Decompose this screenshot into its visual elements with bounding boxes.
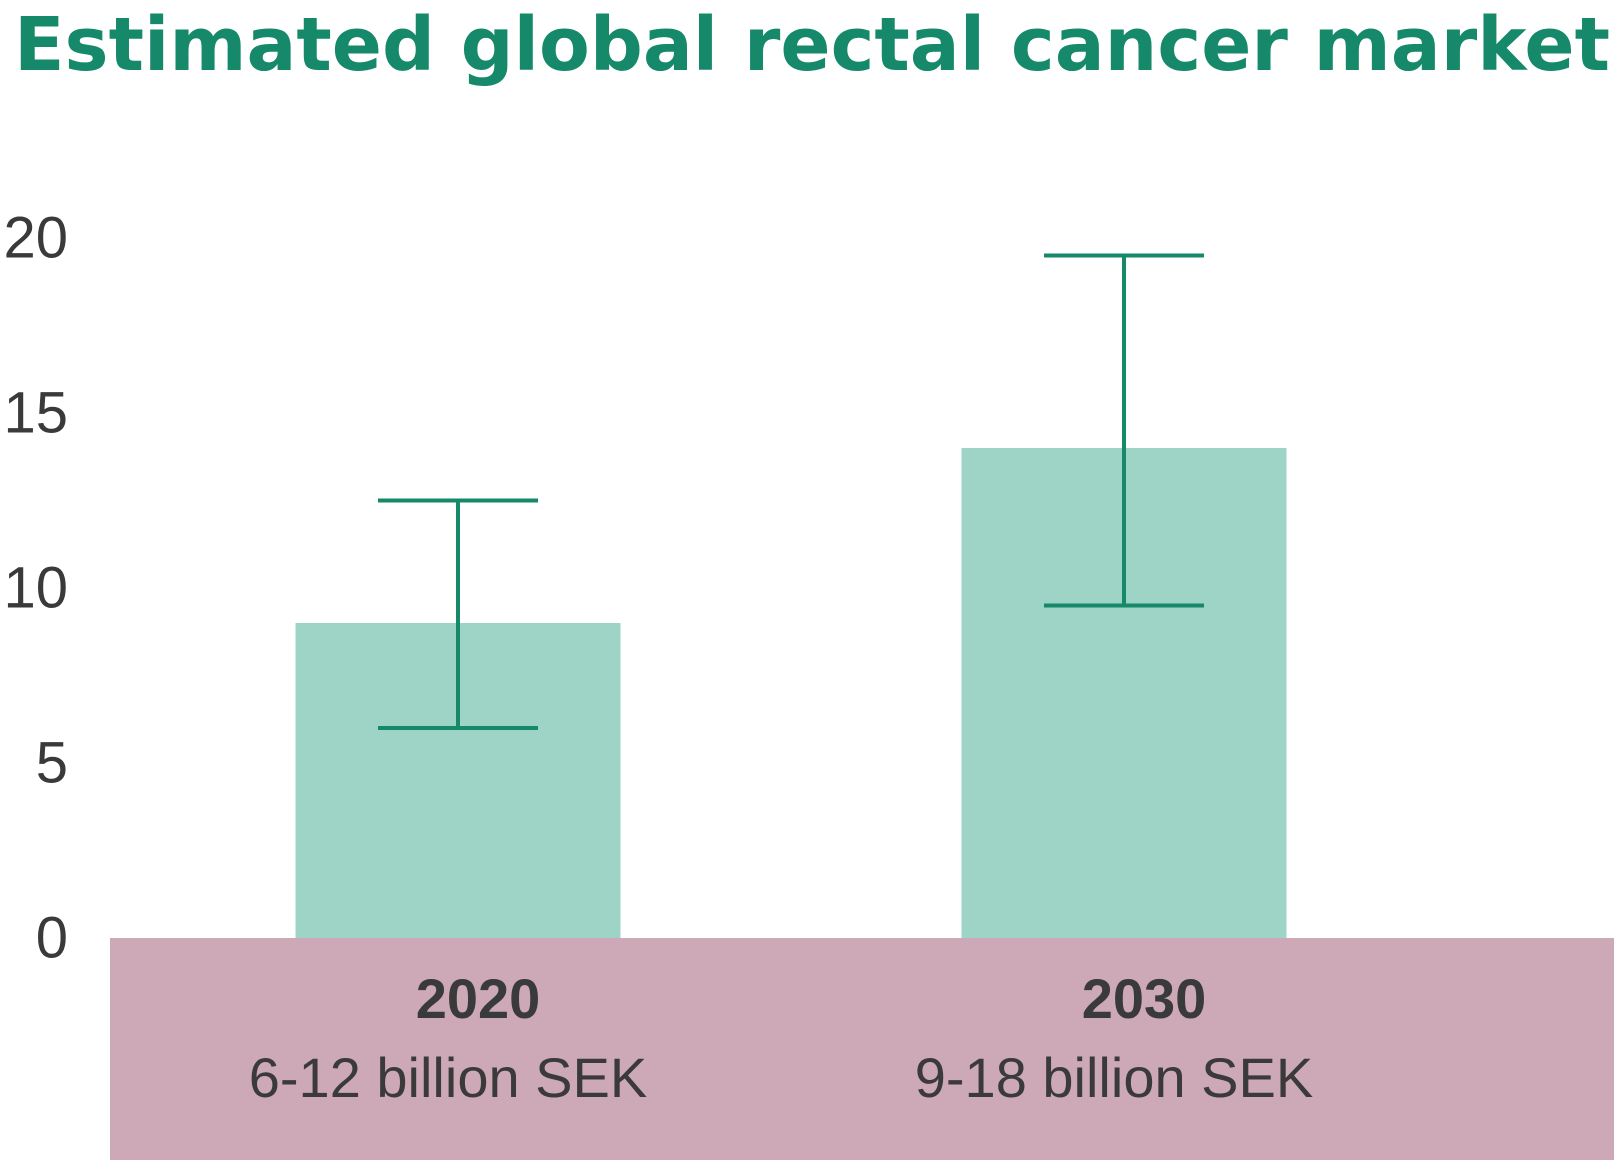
y-axis: 0 5 10 15 20 — [3, 206, 68, 971]
category-sublabel-2020: 6-12 billion SEK — [249, 1046, 647, 1109]
category-band-rect — [110, 938, 1614, 1160]
category-label-2020: 2020 — [416, 967, 541, 1030]
bars — [295, 448, 1287, 938]
category-sublabel-2030: 9-18 billion SEK — [915, 1046, 1313, 1109]
category-label-2030: 2030 — [1082, 967, 1207, 1030]
y-tick-label: 20 — [3, 206, 68, 271]
category-band — [110, 938, 1614, 1160]
chart-title: Estimated global rectal cancer market — [14, 2, 1610, 88]
y-tick-label: 10 — [3, 556, 68, 621]
error-bars — [378, 253, 1204, 730]
y-tick-label: 15 — [3, 381, 68, 446]
y-tick-label: 5 — [36, 731, 68, 796]
y-tick-label: 0 — [36, 906, 68, 971]
category-labels: 2020 6-12 billion SEK 2030 9-18 billion SEK — [249, 967, 1313, 1109]
